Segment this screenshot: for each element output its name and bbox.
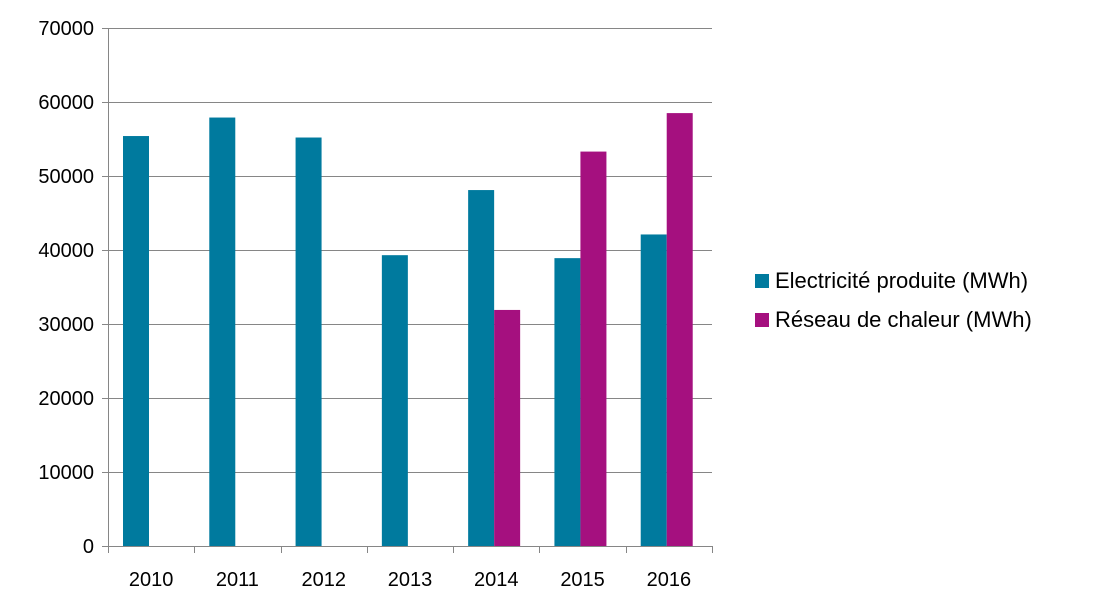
x-axis-tick-labels: 2010 2011 2012 2013 2014 2015 2016 [129,569,691,590]
bar-electricity-2010 [123,136,149,547]
bars [123,113,693,547]
bar-electricity-2015 [554,258,581,546]
bar-heat-network-2014 [494,309,521,546]
y-tick-label: 40000 [38,240,94,262]
x-tick-label: 2011 [216,569,259,590]
legend-label-heat-network: Réseau de chaleur (MWh) [775,306,1032,332]
bar-electricity-2012 [295,137,322,546]
y-axis-tick-labels: 0 10000 20000 30000 40000 50000 60000 70000 [38,18,94,558]
bar-heat-network-2015 [580,151,607,546]
gridlines [108,28,712,473]
legend-swatch-electricity [755,273,769,288]
x-tick-label: 2016 [647,569,692,590]
bar-electricity-2011 [209,117,236,546]
y-tick-label: 10000 [38,462,94,484]
bar-electricity-2016 [640,234,667,546]
legend-item-electricity: Electricité produite (MWh) [755,261,1032,300]
x-tick-label: 2013 [388,569,433,590]
bar-electricity-2013 [381,255,408,546]
legend-item-heat-network: Réseau de chaleur (MWh) [755,300,1032,339]
y-tick-label: 0 [83,536,94,558]
x-tick-label: 2014 [474,569,519,590]
y-tick-label: 50000 [38,166,94,188]
x-tick-label: 2012 [301,569,346,590]
legend-label-electricity: Electricité produite (MWh) [775,267,1029,293]
bar-heat-network-2016 [666,113,693,546]
legend-swatch-heat-network [755,312,769,327]
bar-electricity-2014 [468,190,495,546]
y-tick-label: 20000 [38,388,94,410]
axes [102,28,713,553]
x-tick-label: 2015 [560,569,605,590]
y-tick-label: 60000 [38,92,94,114]
y-tick-label: 30000 [38,314,94,336]
legend: Electricité produite (MWh) Réseau de cha… [755,261,1032,339]
x-tick-label: 2010 [129,569,174,590]
y-tick-label: 70000 [38,18,94,40]
